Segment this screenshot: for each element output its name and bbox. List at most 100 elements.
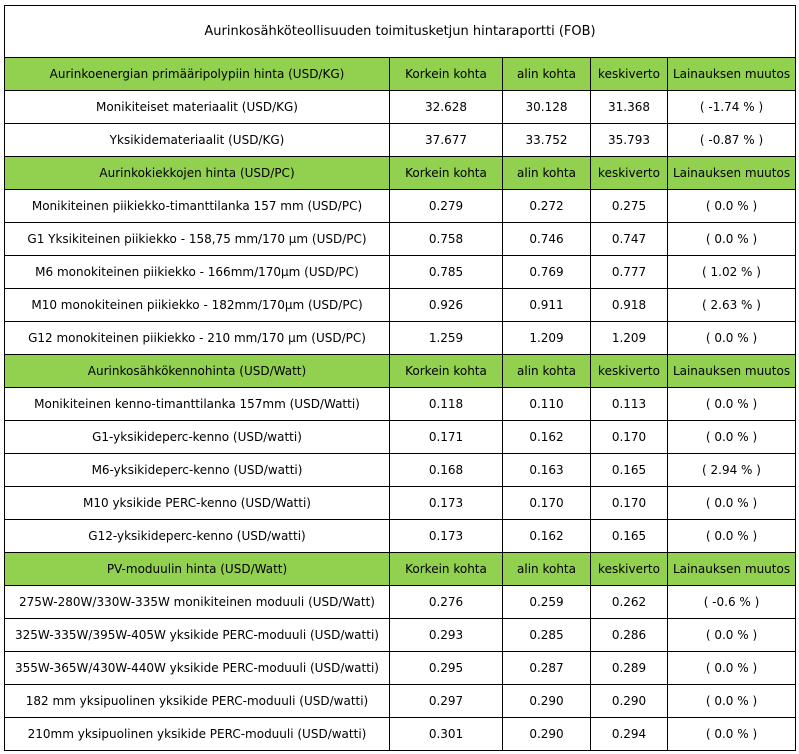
column-header: keskiverto <box>590 156 668 190</box>
product-name: Monikiteinen kenno-timanttilanka 157mm (… <box>4 387 390 421</box>
column-header: alin kohta <box>502 156 591 190</box>
product-name: 355W-365W/430W-440W yksikide PERC-moduul… <box>4 651 390 685</box>
low-price: 0.911 <box>502 288 591 322</box>
section-header: Aurinkokiekkojen hinta (USD/PC) <box>4 156 390 190</box>
low-price: 30.128 <box>502 90 591 124</box>
product-name: 325W-335W/395W-405W yksikide PERC-moduul… <box>4 618 390 652</box>
high-price: 0.926 <box>389 288 503 322</box>
column-header: Lainauksen muutos <box>666 552 797 586</box>
product-name: 275W-280W/330W-335W monikiteinen moduuli… <box>4 585 390 619</box>
low-price: 0.287 <box>502 651 591 685</box>
high-price: 0.168 <box>389 453 503 487</box>
high-price: 0.276 <box>389 585 503 619</box>
column-header: Korkein kohta <box>389 57 503 91</box>
price-report: Aurinkosähköteollisuuden toimitusketjun … <box>3 5 797 751</box>
low-price: 0.272 <box>502 189 591 223</box>
column-header: Korkein kohta <box>389 552 503 586</box>
average-price: 0.286 <box>590 618 668 652</box>
high-price: 0.297 <box>389 684 503 718</box>
column-header: keskiverto <box>590 354 668 388</box>
price-change: ( 0.0 % ) <box>666 684 797 718</box>
report-title: Aurinkosähköteollisuuden toimitusketjun … <box>3 5 797 58</box>
column-header: keskiverto <box>590 57 668 91</box>
price-change: ( 2.94 % ) <box>666 453 797 487</box>
average-price: 0.289 <box>590 651 668 685</box>
table-row: M10 yksikide PERC-kenno (USD/Watti) 0.173… <box>4 486 797 520</box>
price-change: ( 0.0 % ) <box>666 651 797 685</box>
average-price: 0.275 <box>590 189 668 223</box>
table-row: 182 mm yksipuolinen yksikide PERC-moduul… <box>4 684 797 718</box>
column-header: alin kohta <box>502 57 591 91</box>
price-change: ( -0.87 % ) <box>666 123 797 157</box>
price-change: ( -0.6 % ) <box>666 585 797 619</box>
average-price: 1.209 <box>590 321 668 355</box>
table-row: 325W-335W/395W-405W yksikide PERC-moduul… <box>4 618 797 652</box>
low-price: 0.162 <box>502 519 591 553</box>
table-row: G1-yksikideperc-kenno (USD/watti) 0.171 0.… <box>4 420 797 454</box>
section-header-row: Aurinkoenergian primääripolypiin hinta (… <box>4 57 797 91</box>
product-name: G12-yksikideperc-kenno (USD/watti) <box>4 519 390 553</box>
average-price: 0.170 <box>590 486 668 520</box>
product-name: Monikiteinen piikiekko-timanttilanka 157… <box>4 189 390 223</box>
high-price: 0.118 <box>389 387 503 421</box>
high-price: 0.293 <box>389 618 503 652</box>
column-header: Lainauksen muutos <box>666 156 797 190</box>
table-row: G1 Yksikiteinen piikiekko - 158,75 mm/17… <box>4 222 797 256</box>
high-price: 0.785 <box>389 255 503 289</box>
product-name: M6 monokiteinen piikiekko - 166mm/170μm … <box>4 255 390 289</box>
average-price: 0.165 <box>590 453 668 487</box>
high-price: 1.259 <box>389 321 503 355</box>
high-price: 0.173 <box>389 486 503 520</box>
table-row: M10 monokiteinen piikiekko - 182mm/170μm… <box>4 288 797 322</box>
price-change: ( 0.0 % ) <box>666 420 797 454</box>
low-price: 33.752 <box>502 123 591 157</box>
low-price: 0.746 <box>502 222 591 256</box>
average-price: 0.165 <box>590 519 668 553</box>
price-change: ( 0.0 % ) <box>666 486 797 520</box>
column-header: Korkein kohta <box>389 156 503 190</box>
price-table: Aurinkosähköteollisuuden toimitusketjun … <box>3 5 797 751</box>
table-row: Monikiteiset materiaalit (USD/KG) 32.628 3… <box>4 90 797 124</box>
table-row: 210mm yksipuolinen yksikide PERC-moduuli… <box>4 717 797 751</box>
average-price: 0.294 <box>590 717 668 751</box>
price-change: ( 0.0 % ) <box>666 519 797 553</box>
table-row: M6-yksikideperc-kenno (USD/watti) 0.168 0.… <box>4 453 797 487</box>
section-header-row: Aurinkokiekkojen hinta (USD/PC) Korkein k… <box>4 156 797 190</box>
section-header: Aurinkoenergian primääripolypiin hinta (… <box>4 57 390 91</box>
high-price: 0.279 <box>389 189 503 223</box>
section-header-row: Aurinkosähkökennohinta (USD/Watt) Korkein… <box>4 354 797 388</box>
price-change: ( 0.0 % ) <box>666 321 797 355</box>
column-header: Lainauksen muutos <box>666 57 797 91</box>
low-price: 0.259 <box>502 585 591 619</box>
low-price: 1.209 <box>502 321 591 355</box>
table-row: Monikiteinen kenno-timanttilanka 157mm (… <box>4 387 797 421</box>
table-row: M6 monokiteinen piikiekko - 166mm/170μm … <box>4 255 797 289</box>
column-header: keskiverto <box>590 552 668 586</box>
average-price: 31.368 <box>590 90 668 124</box>
table-row: Yksikidemateriaalit (USD/KG) 37.677 33.752… <box>4 123 797 157</box>
title-row: Aurinkosähköteollisuuden toimitusketjun … <box>3 5 797 58</box>
product-name: M6-yksikideperc-kenno (USD/watti) <box>4 453 390 487</box>
column-header: alin kohta <box>502 552 591 586</box>
section-header-row: PV-moduulin hinta (USD/Watt) Korkein koht… <box>4 552 797 586</box>
high-price: 37.677 <box>389 123 503 157</box>
price-change: ( 0.0 % ) <box>666 387 797 421</box>
price-change: ( 1.02 % ) <box>666 255 797 289</box>
average-price: 0.262 <box>590 585 668 619</box>
product-name: G1-yksikideperc-kenno (USD/watti) <box>4 420 390 454</box>
high-price: 0.173 <box>389 519 503 553</box>
table-row: Monikiteinen piikiekko-timanttilanka 157… <box>4 189 797 223</box>
price-change: ( 0.0 % ) <box>666 717 797 751</box>
low-price: 0.162 <box>502 420 591 454</box>
low-price: 0.163 <box>502 453 591 487</box>
product-name: M10 yksikide PERC-kenno (USD/Watti) <box>4 486 390 520</box>
high-price: 32.628 <box>389 90 503 124</box>
price-table-body: Aurinkosähköteollisuuden toimitusketjun … <box>3 5 797 751</box>
price-change: ( 0.0 % ) <box>666 189 797 223</box>
table-row: 275W-280W/330W-335W monikiteinen moduuli… <box>4 585 797 619</box>
average-price: 0.170 <box>590 420 668 454</box>
high-price: 0.295 <box>389 651 503 685</box>
product-name: G12 monokiteinen piikiekko - 210 mm/170 … <box>4 321 390 355</box>
section-header: PV-moduulin hinta (USD/Watt) <box>4 552 390 586</box>
product-name: M10 monokiteinen piikiekko - 182mm/170μm… <box>4 288 390 322</box>
